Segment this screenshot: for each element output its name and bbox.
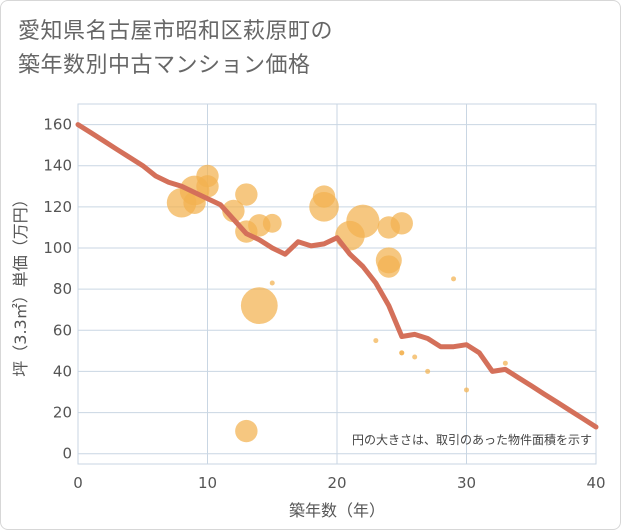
- y-tick-label: 60: [53, 321, 72, 339]
- grid-lines: [78, 104, 596, 464]
- data-bubble: [502, 360, 508, 366]
- y-tick-label: 80: [53, 280, 72, 298]
- y-axis-label: 坪（3.3㎡）単価（万円）: [11, 191, 30, 376]
- data-bubble: [235, 419, 258, 443]
- y-tick-label: 20: [53, 404, 72, 422]
- data-bubble: [390, 212, 413, 235]
- x-tick-label: 40: [586, 474, 605, 492]
- chart-title-line1: 愛知県名古屋市昭和区萩原町の: [18, 19, 334, 44]
- x-tick-label: 10: [198, 474, 217, 492]
- y-tick-label: 140: [43, 157, 72, 175]
- data-bubble: [464, 387, 469, 393]
- y-tick-label: 40: [53, 362, 72, 380]
- data-bubble: [196, 175, 219, 198]
- data-bubble: [373, 338, 379, 344]
- chart-title-line2: 築年数別中古マンション価格: [18, 53, 311, 78]
- data-bubble: [412, 354, 418, 360]
- y-tick-label: 120: [43, 198, 72, 216]
- y-tick-label: 0: [62, 445, 72, 463]
- data-bubble: [235, 183, 258, 206]
- x-axis-label: 築年数（年）: [289, 501, 385, 520]
- trend-line: [75, 122, 599, 430]
- y-tick-label: 100: [43, 239, 72, 257]
- x-axis-ticks: 0 10 20 30 40: [73, 474, 605, 492]
- data-bubble: [240, 287, 278, 324]
- data-bubble: [425, 368, 431, 374]
- y-tick-label: 160: [43, 116, 72, 134]
- data-bubble: [309, 192, 339, 222]
- data-bubble: [451, 276, 457, 282]
- data-bubble: [269, 280, 275, 286]
- data-bubble: [399, 350, 405, 356]
- bubble-size-note: 円の大きさは、取引のあった物件面積を示す: [352, 432, 592, 447]
- x-tick-label: 0: [73, 474, 83, 492]
- data-bubble: [346, 204, 380, 238]
- data-bubble: [262, 213, 282, 233]
- y-axis-ticks: 0 20 40 60 80 100 120 140 160: [43, 116, 72, 463]
- data-bubble: [377, 255, 400, 278]
- x-tick-label: 20: [327, 474, 346, 492]
- x-tick-label: 30: [457, 474, 476, 492]
- trend-series: [75, 122, 599, 430]
- chart-title: 愛知県名古屋市昭和区萩原町の 築年数別中古マンション価格: [18, 15, 538, 83]
